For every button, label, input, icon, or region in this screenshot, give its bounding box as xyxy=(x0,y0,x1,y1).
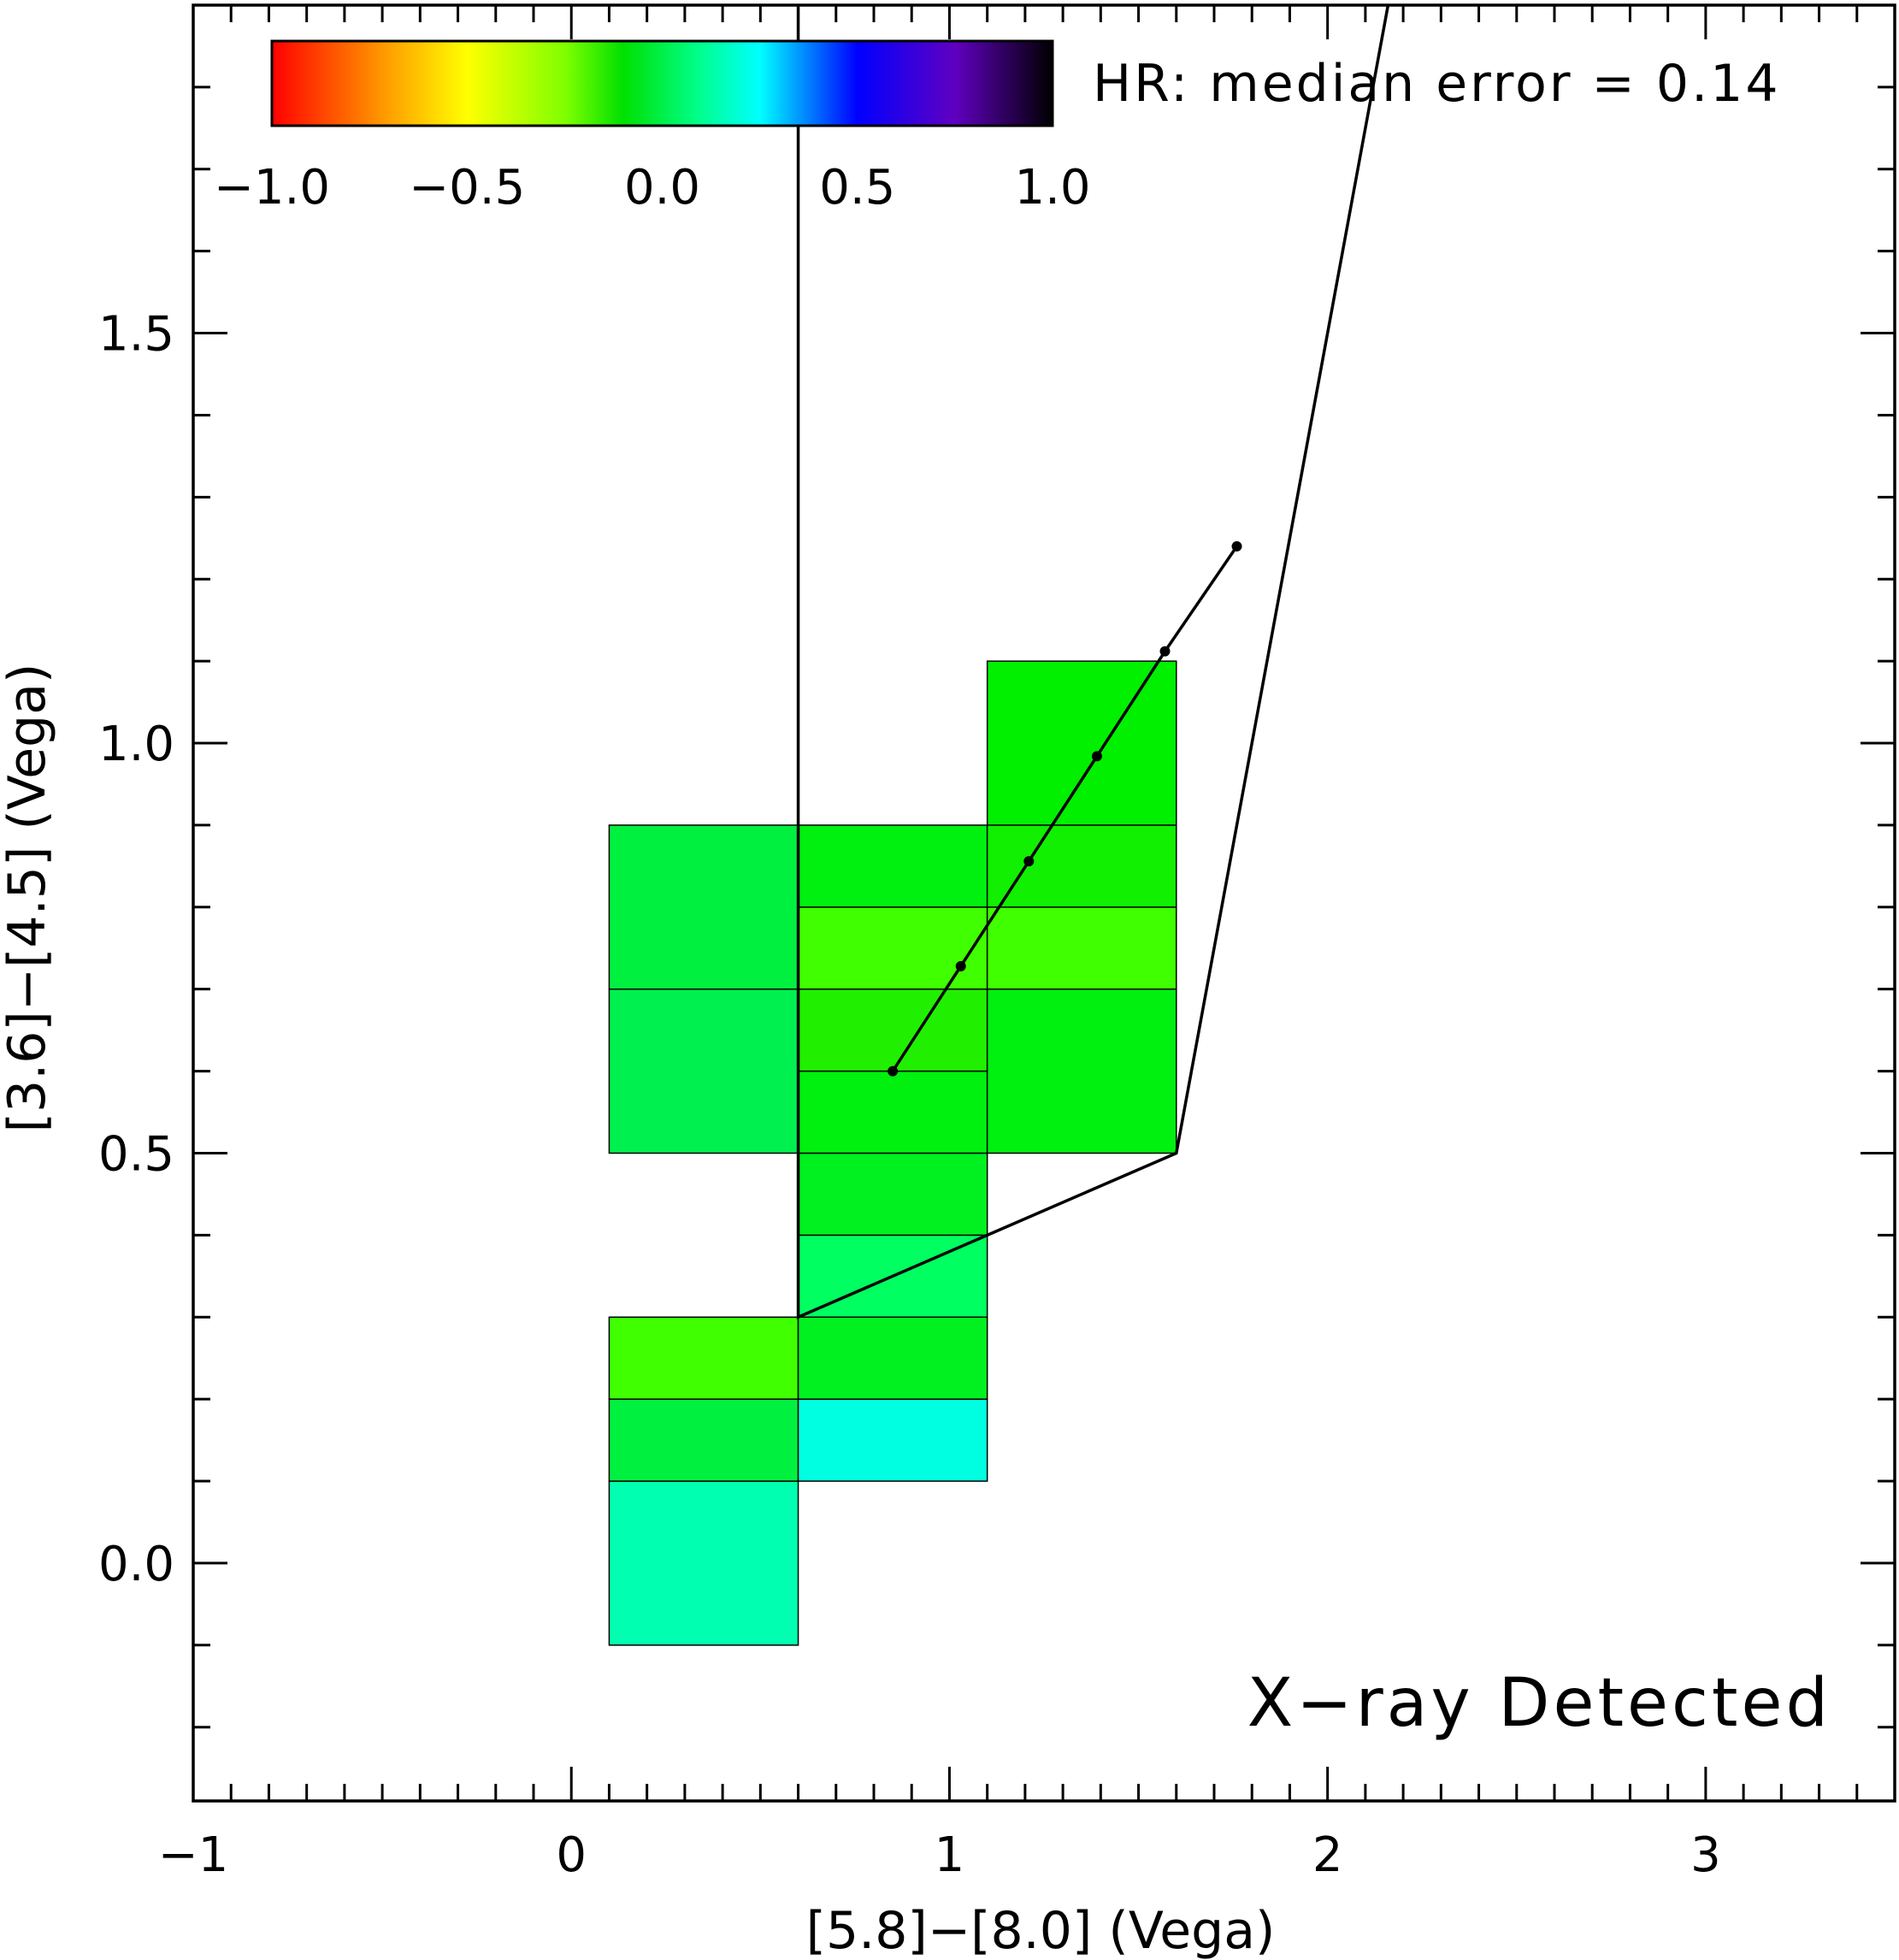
x-tick-label: 2 xyxy=(1312,1827,1343,1883)
colorbar-tick-label: −1.0 xyxy=(214,160,330,215)
heatmap-cell-12 xyxy=(608,824,799,990)
track-point-5 xyxy=(1231,540,1242,552)
heatmap-cells xyxy=(608,660,1177,1646)
x-tick-label: 3 xyxy=(1690,1827,1721,1883)
track-point-3 xyxy=(1091,751,1102,762)
heatmap-cell-15 xyxy=(986,824,1177,908)
heatmap-cell-7 xyxy=(797,1070,988,1154)
colorbar-tick-label: 0.0 xyxy=(624,160,700,215)
heatmap-cell-14 xyxy=(986,906,1177,990)
heatmap-cell-9 xyxy=(797,906,988,990)
track-line xyxy=(891,545,1238,1072)
track-point-1 xyxy=(955,960,966,971)
y-tick-label: 0.0 xyxy=(98,1537,174,1592)
heatmap-cell-3 xyxy=(797,1398,988,1482)
y-axis-title: [3.6]−[4.5] (Vega) xyxy=(0,664,57,1133)
heatmap-cell-8 xyxy=(797,988,988,1072)
track-point-2 xyxy=(1023,856,1035,867)
y-tick-label: 1.0 xyxy=(98,717,174,772)
error-note-annotation: HR: median error = 0.14 xyxy=(1093,54,1781,114)
track-point-4 xyxy=(1159,646,1171,657)
colorbar-tick-label: 0.5 xyxy=(819,160,895,215)
track-series xyxy=(888,540,1242,1077)
x-tick-label: −1 xyxy=(158,1827,229,1883)
colorbar-tick-label: −0.5 xyxy=(409,160,525,215)
x-tick-label: 1 xyxy=(935,1827,965,1883)
heatmap-cell-4 xyxy=(797,1316,988,1400)
heatmap-cell-10 xyxy=(797,824,988,908)
x-tick-label: 0 xyxy=(556,1827,587,1883)
boundary-line xyxy=(796,4,1390,1319)
heatmap-cell-13 xyxy=(986,988,1177,1154)
colorbar-gradient xyxy=(270,39,1054,127)
boundary-lines xyxy=(796,4,1390,1319)
colorbar-tick-label: 1.0 xyxy=(1014,160,1090,215)
heatmap-cell-0 xyxy=(608,1480,799,1646)
track-point-0 xyxy=(888,1066,899,1077)
heatmap-cell-11 xyxy=(608,988,799,1154)
heatmap-cell-1 xyxy=(608,1398,799,1482)
x-axis-title: [5.8]−[8.0] (Vega) xyxy=(806,1901,1276,1960)
colorbar: −1.0 −0.5 0.0 0.5 1.0 xyxy=(214,39,1091,215)
heatmap-cell-6 xyxy=(797,1152,988,1237)
y-tick-label: 0.5 xyxy=(98,1126,174,1182)
axes: −1 0 1 2 3 0.0 0.5 1.0 1.5 xyxy=(98,3,1896,1883)
plot-frame xyxy=(192,3,1896,1803)
heatmap-cell-2 xyxy=(608,1316,799,1400)
corner-label-annotation: X−ray Detected xyxy=(1247,1665,1831,1742)
y-tick-label: 1.5 xyxy=(98,307,174,363)
heatmap-cell-16 xyxy=(986,660,1177,826)
